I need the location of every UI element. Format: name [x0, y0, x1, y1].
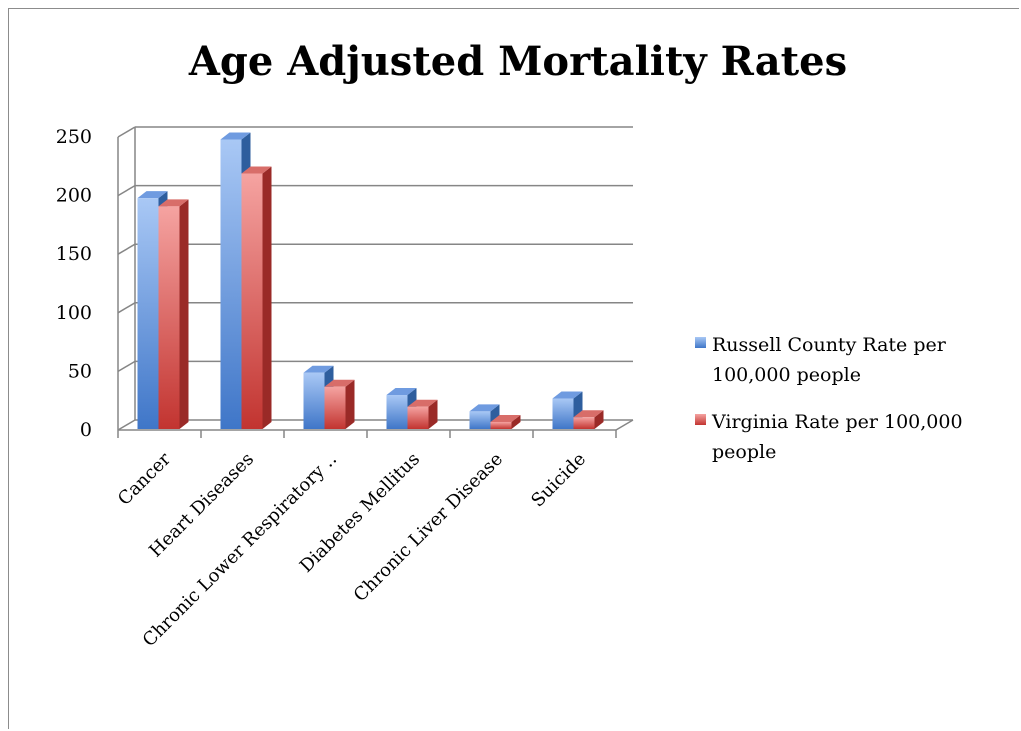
bar-side: [262, 166, 272, 429]
legend-swatch-russell-county: [695, 337, 706, 348]
bar-virginia: [490, 414, 521, 429]
y-tick-label: 250: [56, 126, 92, 148]
bars: [137, 132, 604, 430]
y-tick-label: 100: [56, 302, 92, 324]
bar-front: [469, 411, 491, 429]
gridline-depth: [117, 360, 136, 373]
legend-label-virginia: people: [712, 441, 776, 463]
bar-top: [407, 399, 438, 407]
bar-top: [137, 191, 168, 199]
y-tick-label: 150: [56, 243, 92, 265]
bar-front: [137, 198, 159, 429]
bar-side: [594, 410, 604, 429]
gridline-depth: [117, 126, 136, 138]
bar-front: [573, 417, 595, 429]
bar-top: [469, 404, 500, 412]
bar-top: [386, 388, 417, 396]
gridline-depth: [117, 302, 136, 314]
legend: Russell County Rate per 100,000 people Vir…: [695, 334, 963, 463]
bar-top: [490, 414, 521, 422]
bar-top: [220, 132, 251, 140]
bar-top: [552, 391, 583, 399]
legend-swatch-virginia: [695, 414, 706, 425]
x-tick-label: Cancer: [114, 448, 175, 509]
bar-side: [428, 399, 438, 429]
gridline-depth: [117, 184, 136, 197]
bar-front: [220, 139, 242, 430]
bar-top: [303, 365, 334, 373]
axes: 0 50 100 150 200 250: [56, 126, 634, 441]
y-tick-label: 0: [80, 419, 92, 441]
y-tick-label: 200: [56, 185, 92, 207]
bar-side: [345, 379, 355, 429]
bar-front: [490, 421, 512, 429]
bar-front: [552, 398, 574, 429]
bar-front: [303, 372, 325, 429]
bar-top: [241, 166, 272, 174]
bar-virginia: [158, 199, 189, 429]
gridline-depth: [117, 243, 136, 255]
bar-side: [179, 199, 189, 429]
bar-virginia: [324, 379, 355, 429]
bar-virginia: [573, 410, 604, 429]
bar-front: [241, 173, 263, 429]
legend-label-russell-county: Russell County Rate per: [712, 334, 947, 356]
floor-edge: [615, 419, 634, 431]
gridline-depth: [117, 419, 136, 431]
y-tick-label: 50: [68, 360, 92, 382]
bar-virginia: [241, 166, 272, 429]
x-tick-label: Suicide: [527, 449, 590, 512]
legend-label-russell-county: 100,000 people: [712, 364, 861, 386]
bar-virginia: [407, 399, 438, 429]
bar-front: [407, 406, 429, 429]
bar-front: [386, 395, 408, 429]
bar-top: [573, 410, 604, 418]
gridlines: [117, 126, 633, 431]
bar-side: [511, 414, 521, 429]
chart-title: Age Adjusted Mortality Rates: [188, 38, 847, 85]
bar-top: [324, 379, 355, 387]
bar-front: [324, 386, 346, 429]
x-tick-label: Chronic Liver Disease: [350, 449, 507, 606]
legend-label-virginia: Virginia Rate per 100,000: [711, 411, 963, 433]
bar-top: [158, 199, 189, 207]
bar-front: [158, 206, 180, 429]
